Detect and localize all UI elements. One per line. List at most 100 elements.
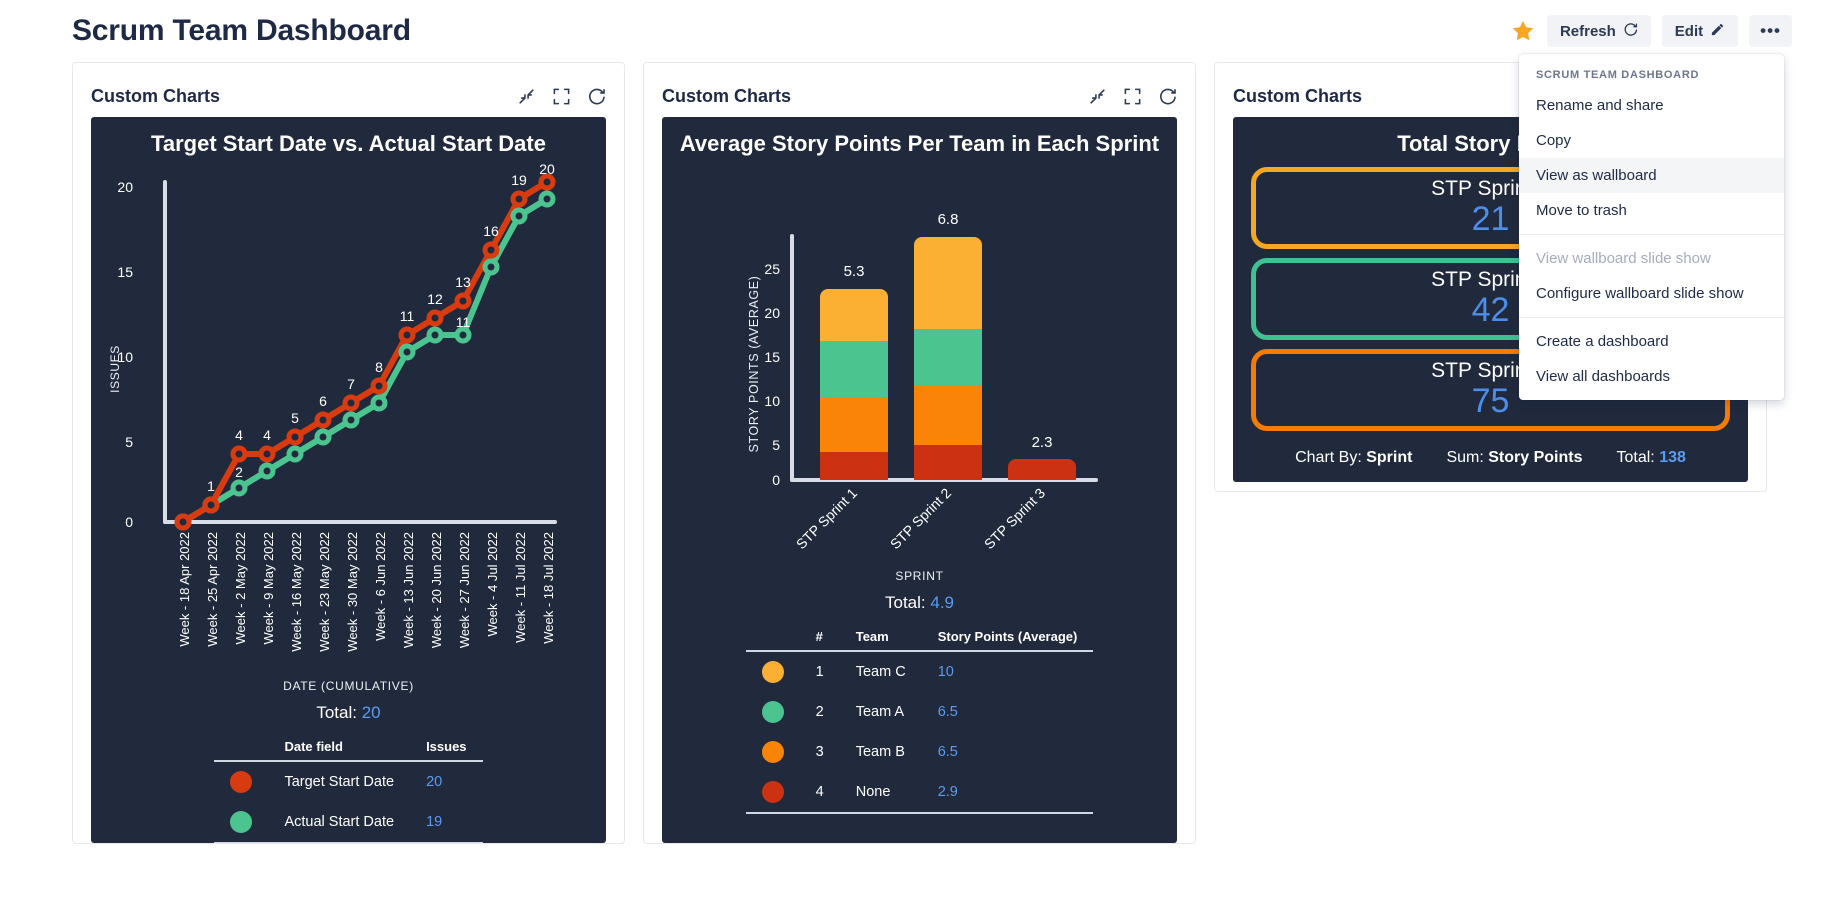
chart-2-xlabel: SPRINT xyxy=(895,568,944,583)
star-icon[interactable] xyxy=(1510,18,1536,44)
swatch-column-header xyxy=(745,624,800,652)
column-header-rank: # xyxy=(799,624,840,652)
gadget-2-header: Custom Charts xyxy=(662,75,1177,117)
svg-text:Week - 4 Jul 2022: Week - 4 Jul 2022 xyxy=(485,532,500,637)
chart-2-container: Average Story Points Per Team in Each Sp… xyxy=(662,117,1177,843)
legend-rank: 3 xyxy=(815,743,824,760)
legend-rank: 1 xyxy=(815,663,824,680)
svg-text:Week - 2 May 2022: Week - 2 May 2022 xyxy=(233,532,248,644)
svg-text:1: 1 xyxy=(207,478,215,494)
svg-text:Week - 27 Jun 2022: Week - 27 Jun 2022 xyxy=(457,532,472,648)
svg-text:20: 20 xyxy=(764,305,780,321)
bar-label-2: 6.8 xyxy=(938,211,959,228)
legend-swatch xyxy=(214,801,269,843)
svg-text:Week - 9 May 2022: Week - 9 May 2022 xyxy=(261,532,276,644)
collapse-icon[interactable] xyxy=(517,87,536,106)
bar-stp-sprint-1 xyxy=(820,288,888,480)
svg-text:Week - 18 Apr 2022: Week - 18 Apr 2022 xyxy=(177,532,192,647)
total-group: Total: 138 xyxy=(1616,449,1685,467)
collapse-icon[interactable] xyxy=(1088,87,1107,106)
refresh-button[interactable]: Refresh xyxy=(1546,15,1651,47)
swatch-column-header xyxy=(214,734,269,762)
svg-text:Week - 18 Jul 2022: Week - 18 Jul 2022 xyxy=(541,532,556,644)
chart-1-total-value: 20 xyxy=(361,702,381,722)
legend-rank: 2 xyxy=(815,703,824,720)
legend-value: 19 xyxy=(410,801,483,843)
legend-value: 6.5 xyxy=(937,743,958,760)
gadget-1-title: Custom Charts xyxy=(91,85,221,106)
svg-text:Week - 23 May 2022: Week - 23 May 2022 xyxy=(317,532,332,652)
table-header-row: # Team Story Points (Average) xyxy=(745,624,1094,652)
svg-text:20: 20 xyxy=(539,164,555,177)
edit-button[interactable]: Edit xyxy=(1661,15,1739,47)
chart-2-plot: 25 20 15 10 5 0 STORY POINTS (AVERAGE) xyxy=(747,211,1098,552)
bar-label-3: 2.3 xyxy=(1032,434,1053,451)
bar-label-1: 5.3 xyxy=(844,263,865,280)
gadget-1-header: Custom Charts xyxy=(91,75,606,117)
svg-text:Week - 6 Jun 2022: Week - 6 Jun 2022 xyxy=(373,532,388,641)
pencil-icon xyxy=(1710,22,1725,41)
refresh-icon[interactable] xyxy=(1158,87,1177,106)
total-value: 138 xyxy=(1659,448,1686,466)
menu-separator-1 xyxy=(1519,234,1784,235)
legend-value: 20 xyxy=(426,773,443,790)
menu-item-rename-and-share[interactable]: Rename and share xyxy=(1536,97,1664,114)
sum-value: Story Points xyxy=(1488,448,1583,466)
svg-text:STP Sprint 3: STP Sprint 3 xyxy=(981,484,1048,551)
table-row: 2 Team A 6.5 xyxy=(746,692,1094,732)
menu-item-create-a-dashboard[interactable]: Create a dashboard xyxy=(1536,333,1669,350)
page-header: Scrum Team Dashboard Refresh Edit xyxy=(0,0,1840,400)
menu-heading: SCRUM TEAM DASHBOARD xyxy=(1536,69,1700,81)
legend-label: Team A xyxy=(855,703,905,720)
sum-group: Sum: Story Points xyxy=(1446,449,1582,467)
legend-swatch xyxy=(746,651,800,692)
table-row: 4 None 2.9 xyxy=(745,771,1094,814)
chart-1-plot: 20 15 10 5 0 ISSUES xyxy=(108,161,557,652)
bar-stp-sprint-2 xyxy=(914,236,982,480)
svg-text:20: 20 xyxy=(117,179,133,195)
chart-2-total-label: Total: xyxy=(884,592,926,612)
refresh-icon[interactable] xyxy=(587,87,606,106)
table-row: Actual Start Date 19 xyxy=(214,801,483,843)
svg-text:25: 25 xyxy=(764,261,780,277)
legend-swatch xyxy=(746,692,800,732)
gadget-2-title: Custom Charts xyxy=(662,85,792,106)
dashboard-actions-menu: SCRUM TEAM DASHBOARD Rename and share Co… xyxy=(1519,54,1784,400)
table-row: Target Start Date 20 xyxy=(214,761,482,802)
expand-icon[interactable] xyxy=(1123,87,1142,106)
chart-1-total: Total: 20 xyxy=(103,703,594,723)
menu-separator-2 xyxy=(1519,317,1784,318)
chart-1-container: Target Start Date vs. Actual Start Date … xyxy=(91,117,606,843)
chart-2-title: Average Story Points Per Team in Each Sp… xyxy=(679,131,1160,156)
page-title: Scrum Team Dashboard xyxy=(72,14,411,47)
svg-text:STP Sprint 2: STP Sprint 2 xyxy=(887,484,954,551)
menu-item-view-as-wallboard[interactable]: View as wallboard xyxy=(1519,158,1784,193)
tile-value: 42 xyxy=(1471,291,1510,330)
svg-text:7: 7 xyxy=(347,376,355,392)
column-header-issues: Issues xyxy=(410,734,483,762)
svg-text:19: 19 xyxy=(511,172,527,188)
sum-label: Sum: xyxy=(1446,448,1484,466)
chart-by-label: Chart By: xyxy=(1295,448,1362,466)
more-actions-button[interactable]: ••• xyxy=(1749,15,1792,47)
svg-text:10: 10 xyxy=(117,349,133,365)
svg-text:12: 12 xyxy=(427,291,443,307)
svg-text:13: 13 xyxy=(455,274,471,290)
header-actions: Refresh Edit ••• xyxy=(1510,15,1792,47)
menu-item-move-to-trash[interactable]: Move to trash xyxy=(1536,202,1627,219)
menu-item-view-all-dashboards[interactable]: View all dashboards xyxy=(1536,368,1670,385)
column-header-story-points: Story Points (Average) xyxy=(921,624,1094,652)
table-header-row: Date field Issues xyxy=(214,734,483,762)
expand-icon[interactable] xyxy=(552,87,571,106)
legend-swatch xyxy=(746,732,800,772)
column-header-date-field: Date field xyxy=(268,734,411,762)
refresh-button-label: Refresh xyxy=(1559,22,1616,40)
menu-item-configure-wallboard-slide-show[interactable]: Configure wallboard slide show xyxy=(1536,285,1744,302)
tile-value: 75 xyxy=(1471,382,1510,421)
svg-text:8: 8 xyxy=(375,359,383,375)
svg-text:Week - 30 May 2022: Week - 30 May 2022 xyxy=(345,532,360,652)
chart-1-legend-table: Date field Issues Target Start Date 20 A… xyxy=(214,734,483,843)
menu-item-copy[interactable]: Copy xyxy=(1536,132,1572,149)
svg-text:Week - 25 Apr 2022: Week - 25 Apr 2022 xyxy=(205,532,220,647)
svg-text:2: 2 xyxy=(235,464,243,480)
